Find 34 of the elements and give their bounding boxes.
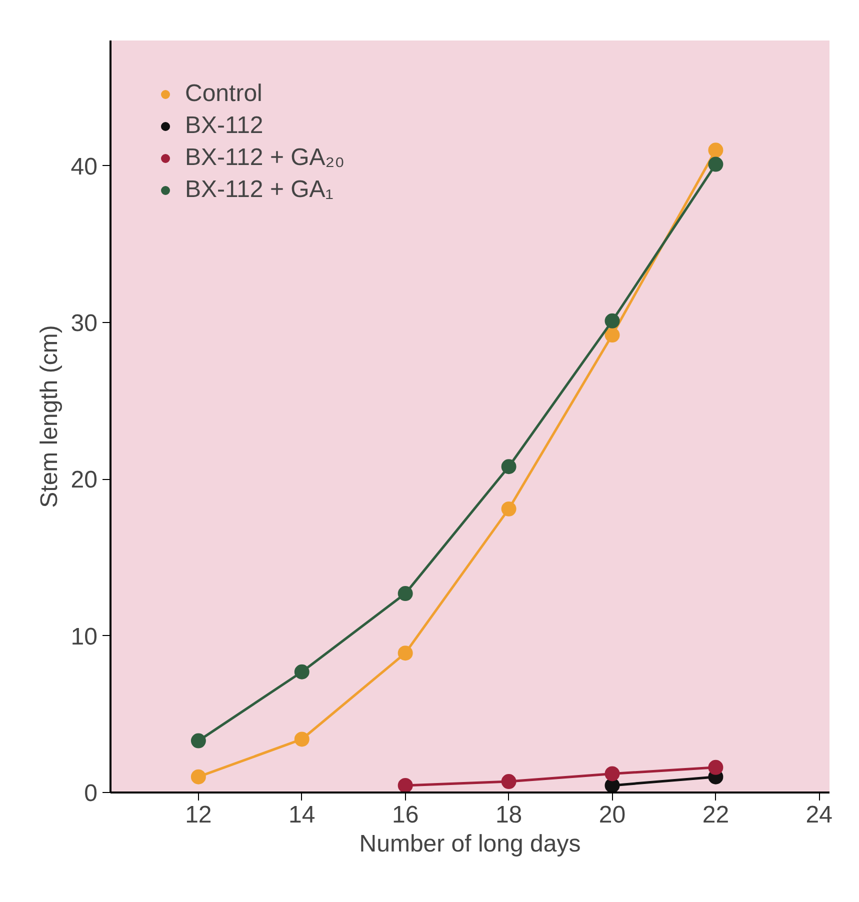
- y-tick-label: 10: [70, 623, 98, 650]
- x-tick-label: 16: [392, 802, 419, 828]
- point: [501, 459, 516, 474]
- legend-label: Control: [185, 80, 262, 108]
- x-axis-title: Number of long days: [359, 830, 581, 858]
- point: [604, 766, 620, 782]
- x-tick-label: 12: [185, 802, 212, 828]
- x-tick-label: 14: [288, 802, 316, 828]
- legend-label: BX-112: [185, 112, 264, 140]
- point: [604, 313, 620, 328]
- x-tick-label: 22: [702, 802, 730, 828]
- point: [501, 501, 516, 516]
- point: [604, 328, 620, 343]
- y-tick-label: 30: [70, 310, 98, 337]
- point: [708, 156, 724, 172]
- legend-label: BX-112 + GA₁: [185, 176, 334, 204]
- y-axis-title: Stem length (cm): [36, 325, 63, 508]
- point: [708, 760, 724, 775]
- x-tick-label: 20: [598, 802, 626, 828]
- x-tick-label: 24: [806, 802, 833, 828]
- point: [294, 732, 310, 747]
- point: [708, 142, 724, 158]
- point: [190, 769, 206, 784]
- y-tick-label: 40: [70, 153, 98, 180]
- point: [398, 646, 413, 661]
- legend-label: BX-112 + GA₂₀: [185, 144, 345, 172]
- point: [398, 586, 413, 602]
- y-tick-label: 0: [84, 780, 98, 807]
- y-tick-label: 20: [70, 466, 98, 494]
- point: [294, 664, 310, 680]
- point: [501, 774, 516, 790]
- x-tick-label: 18: [495, 802, 522, 828]
- point: [190, 733, 206, 748]
- point: [398, 778, 413, 792]
